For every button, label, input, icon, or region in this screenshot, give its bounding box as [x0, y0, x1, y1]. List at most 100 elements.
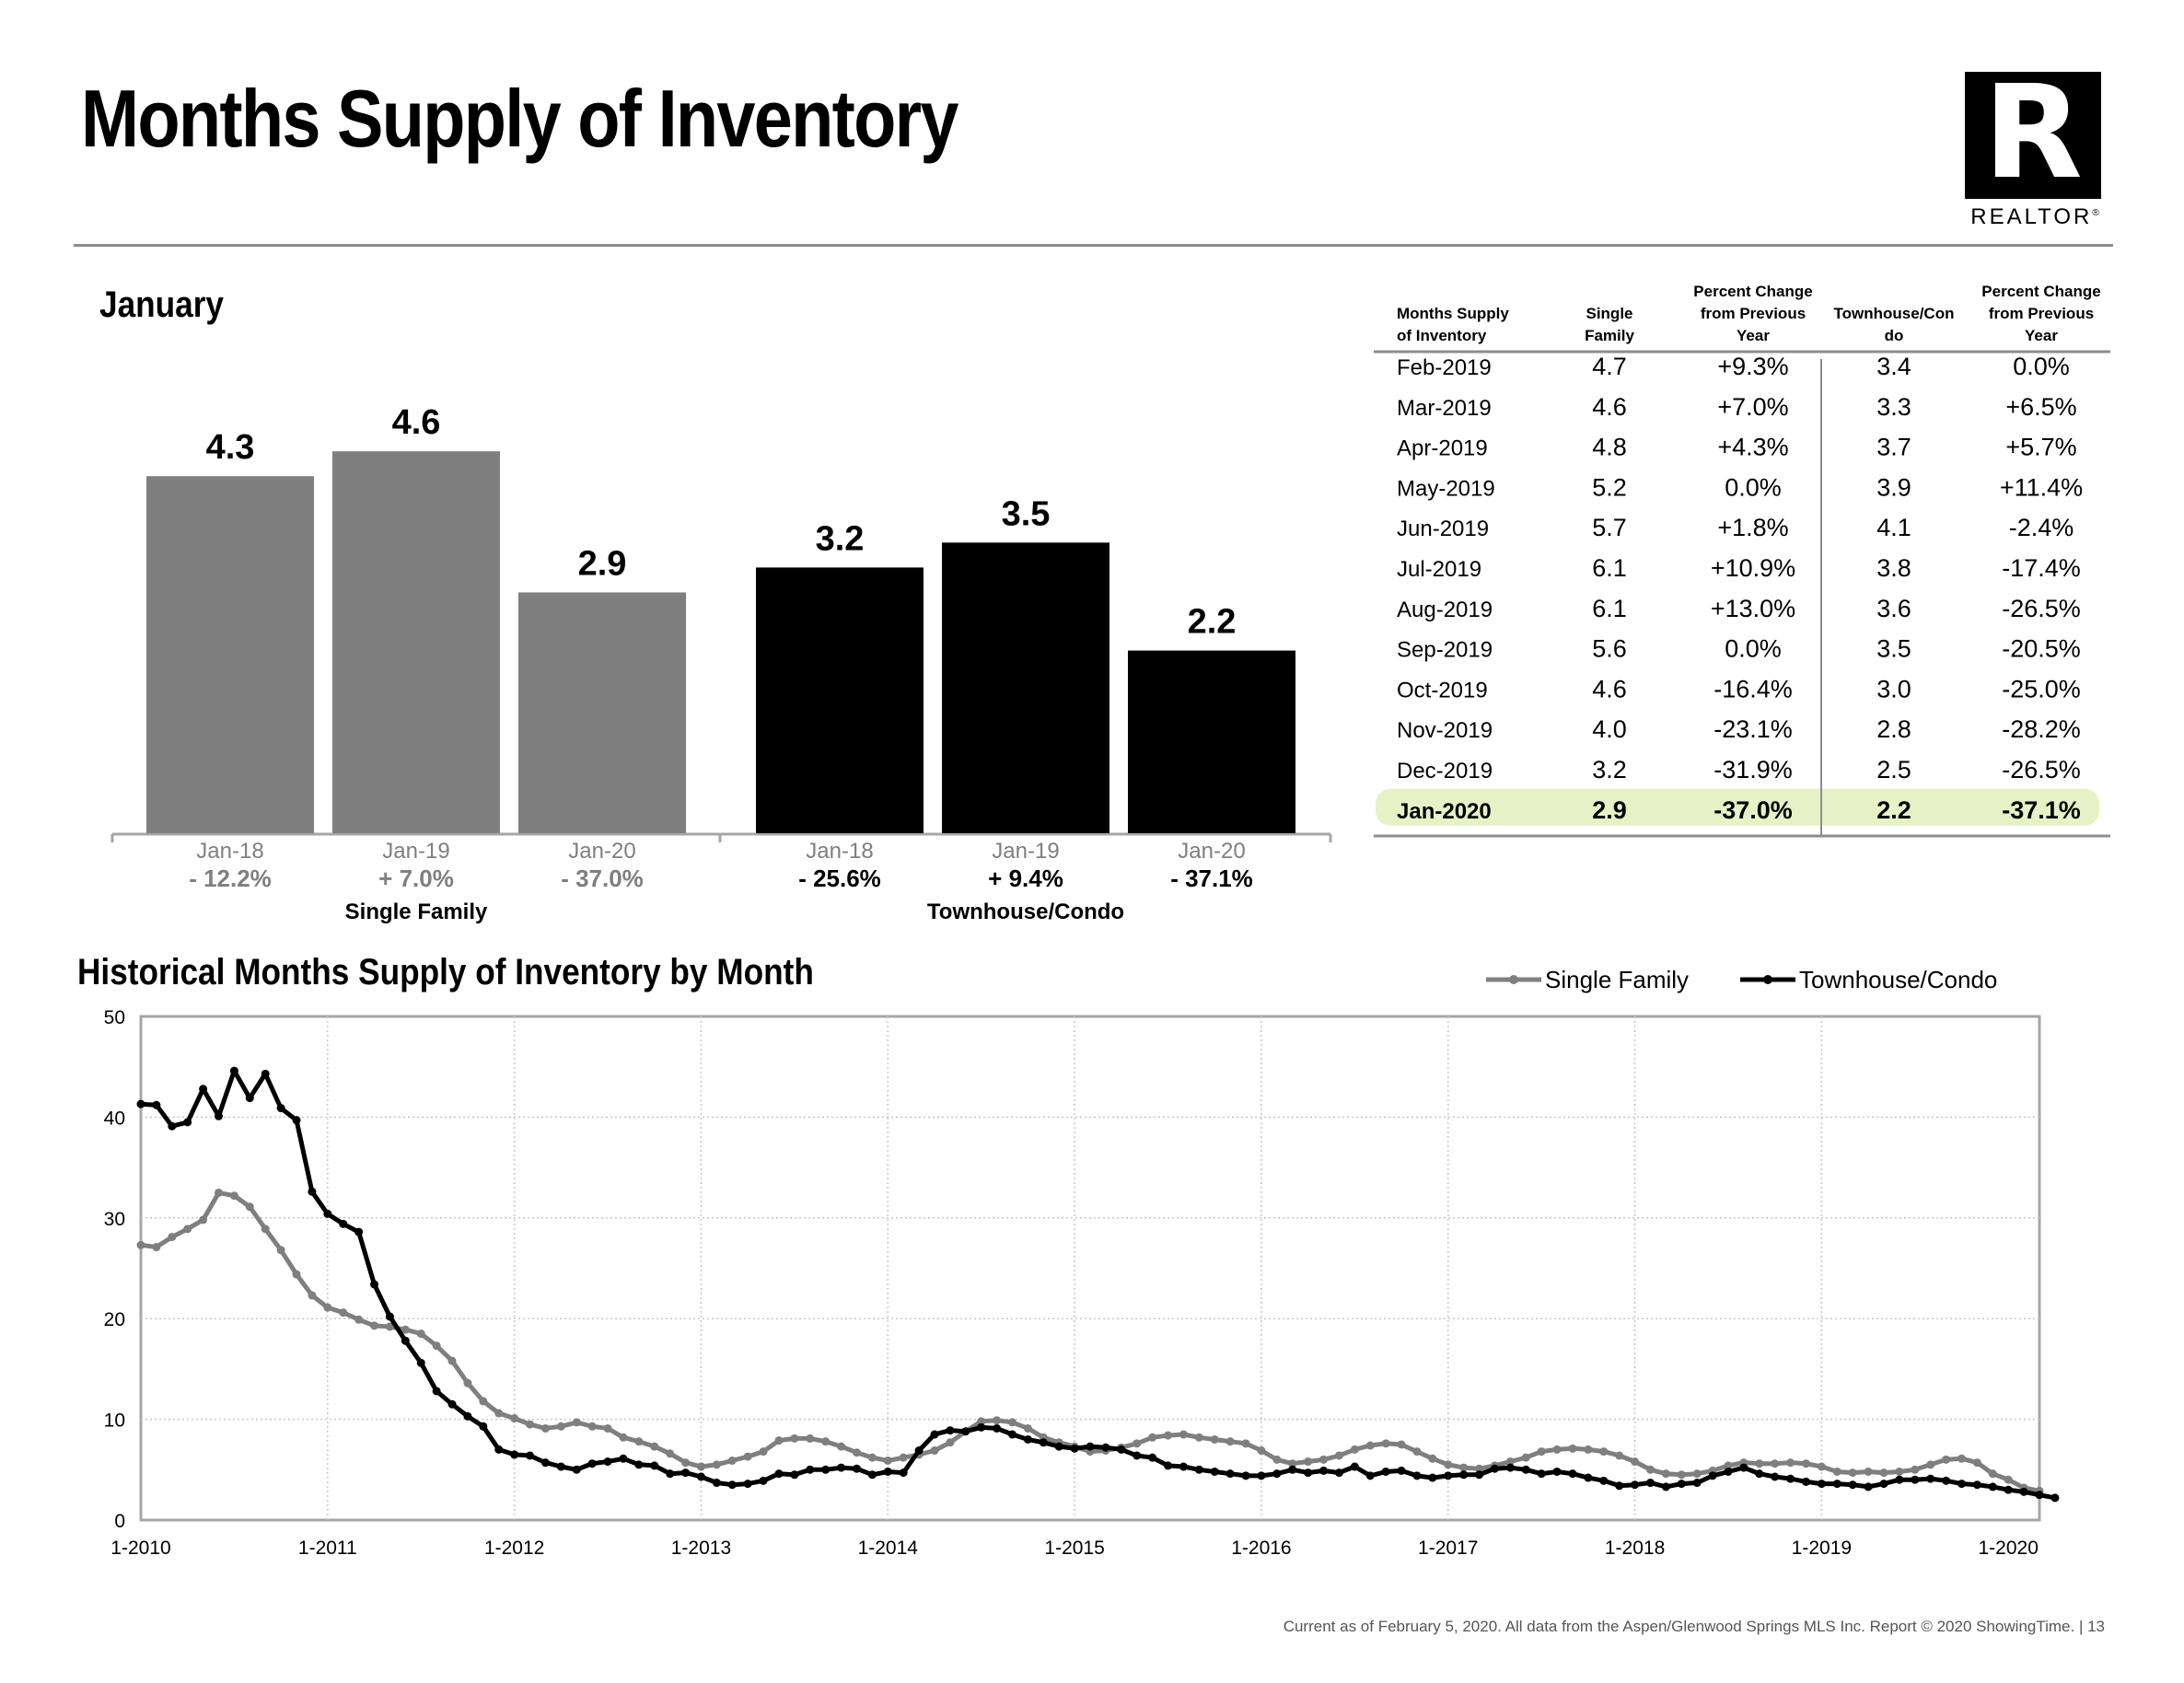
- series-point: [1942, 1455, 1951, 1464]
- series-point: [1817, 1480, 1826, 1489]
- series-point: [1023, 1423, 1032, 1433]
- series-point: [1584, 1445, 1593, 1454]
- series-point: [1288, 1465, 1297, 1474]
- series-point: [168, 1121, 177, 1131]
- series-point: [1832, 1467, 1841, 1476]
- series-point: [634, 1460, 644, 1469]
- series-point: [1210, 1434, 1219, 1444]
- series-point: [727, 1480, 737, 1490]
- series-point: [199, 1215, 208, 1225]
- series-point: [261, 1069, 270, 1078]
- series-point: [1007, 1430, 1016, 1439]
- bar-change-label: - 12.2%: [189, 865, 272, 892]
- series-point: [681, 1458, 691, 1468]
- series-point: [1241, 1439, 1250, 1448]
- bar: [1128, 650, 1295, 833]
- bar-change-label: + 9.4%: [988, 865, 1063, 892]
- series-point: [899, 1468, 908, 1478]
- series-point: [1444, 1460, 1453, 1469]
- series-point: [1397, 1440, 1406, 1449]
- series-point: [1645, 1479, 1655, 1488]
- series-point: [696, 1462, 705, 1471]
- series-point: [1645, 1465, 1655, 1474]
- table-cell: 3.0: [1876, 675, 1911, 702]
- bar-category-label: Jan-18: [806, 839, 873, 864]
- series-point: [666, 1449, 675, 1458]
- series-point: [183, 1225, 192, 1234]
- table-header-label: Single: [1586, 305, 1632, 322]
- series-point: [261, 1225, 270, 1234]
- series-point: [526, 1451, 535, 1460]
- table-cell: 4.8: [1592, 434, 1627, 461]
- series-point: [292, 1116, 301, 1125]
- table-cell: Jul-2019: [1397, 557, 1481, 582]
- series-point: [634, 1437, 644, 1446]
- table-header-label: Family: [1585, 327, 1634, 344]
- series-point: [385, 1322, 394, 1331]
- series-point: [1771, 1472, 1780, 1481]
- series-point: [666, 1469, 675, 1479]
- series-point: [1879, 1480, 1888, 1489]
- x-tick-label: 1-2012: [484, 1538, 544, 1559]
- series-point: [743, 1480, 752, 1489]
- series-point: [308, 1291, 317, 1300]
- table-header-label: Year: [1737, 327, 1770, 344]
- series-point: [1319, 1455, 1329, 1464]
- series-point: [743, 1452, 752, 1461]
- x-tick-label: 1-2010: [110, 1538, 170, 1559]
- bar: [942, 542, 1109, 833]
- bar-category-label: Jan-20: [1178, 839, 1245, 864]
- series-point: [1272, 1455, 1282, 1464]
- series-point: [370, 1321, 379, 1330]
- series-point: [961, 1427, 970, 1436]
- bar: [146, 476, 314, 833]
- bar-value-label: 2.2: [1188, 603, 1237, 642]
- table-cell: +1.8%: [1717, 514, 1788, 541]
- table-header-label: of Inventory: [1397, 327, 1487, 344]
- series-point: [1661, 1482, 1670, 1491]
- table-cell: -31.9%: [1714, 756, 1793, 783]
- x-tick-label: 1-2011: [298, 1538, 357, 1559]
- y-tick-label: 20: [104, 1309, 125, 1330]
- table-cell: 6.1: [1592, 554, 1627, 582]
- table-header-label: Months Supply: [1397, 305, 1509, 322]
- series-point: [1568, 1469, 1577, 1479]
- series-point: [1755, 1459, 1764, 1468]
- series-point: [1101, 1443, 1110, 1452]
- series-point: [401, 1325, 410, 1334]
- table-cell: 2.8: [1876, 715, 1911, 743]
- table-cell: Sep-2019: [1397, 638, 1493, 663]
- table-cell: 0.0%: [1725, 635, 1782, 663]
- table-cell: -16.4%: [1714, 675, 1793, 702]
- series-point: [837, 1463, 846, 1472]
- series-point: [1164, 1431, 1173, 1440]
- series-point: [1895, 1467, 1904, 1476]
- series-point: [977, 1422, 986, 1432]
- bar: [756, 567, 924, 833]
- page-title: Months Supply of Inventory: [81, 73, 958, 164]
- series-point: [1615, 1451, 1624, 1460]
- series-point: [1133, 1439, 1142, 1448]
- series-point: [1334, 1451, 1343, 1460]
- series-point: [1194, 1433, 1203, 1442]
- table-cell: -26.5%: [2002, 756, 2081, 783]
- table-header-label: Percent Change: [1693, 283, 1812, 300]
- table-cell: -37.0%: [1714, 796, 1793, 824]
- legend-label: Single Family: [1545, 966, 1689, 993]
- series-point: [1412, 1447, 1422, 1457]
- series-point: [1848, 1468, 1857, 1478]
- x-tick-label: 1-2015: [1044, 1538, 1104, 1559]
- series-point: [2019, 1487, 2028, 1496]
- series-point: [463, 1378, 472, 1387]
- table-cell: -28.2%: [2002, 715, 2081, 743]
- table-cell: 3.9: [1876, 473, 1911, 501]
- table-cell: 4.7: [1592, 353, 1627, 380]
- series-point: [1988, 1469, 1997, 1479]
- series-point: [1911, 1465, 1920, 1474]
- series-point: [1615, 1481, 1624, 1491]
- table-cell: 3.8: [1876, 554, 1911, 582]
- series-point: [556, 1422, 565, 1431]
- series-point: [479, 1397, 488, 1406]
- header-divider: [74, 244, 2113, 247]
